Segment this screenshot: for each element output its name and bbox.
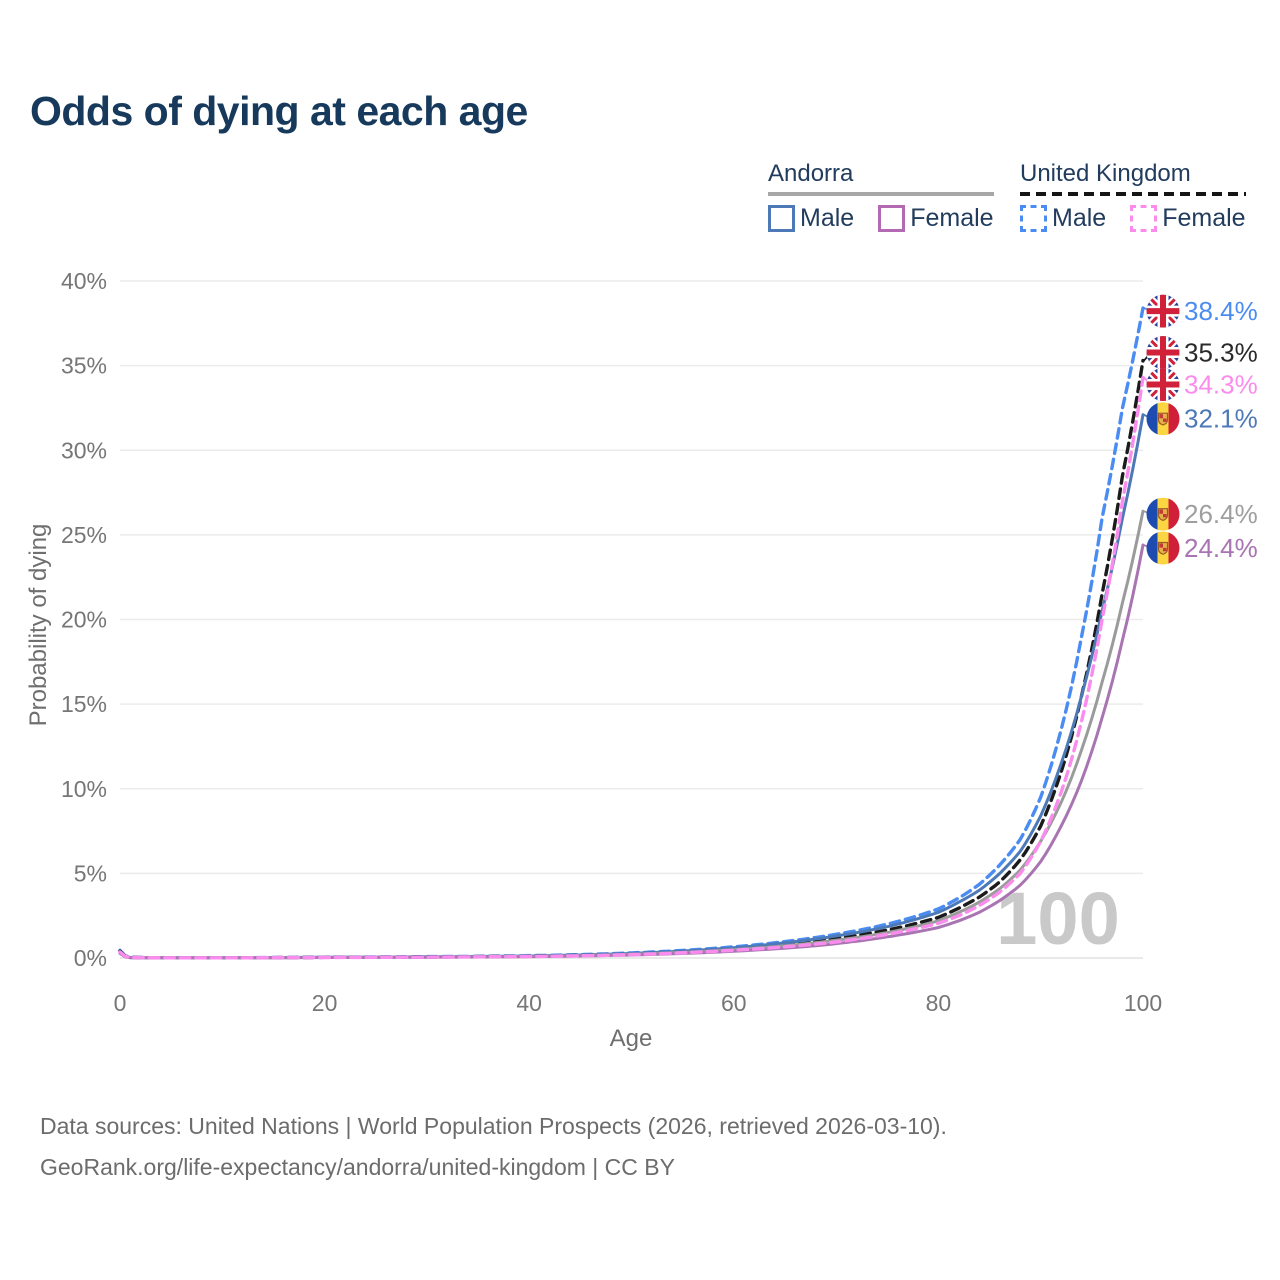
- attribution-line[interactable]: GeoRank.org/life-expectancy/andorra/unit…: [40, 1154, 675, 1180]
- legend-label: Female: [1162, 204, 1246, 232]
- legend-item-andorra-male[interactable]: Male: [768, 204, 854, 233]
- uk-male-swatch: [1020, 205, 1047, 232]
- data-sources-line: Data sources: United Nations | World Pop…: [40, 1113, 947, 1139]
- y-axis-title: Probability of dying: [25, 524, 52, 727]
- page-title: Odds of dying at each age: [30, 88, 528, 134]
- x-tick-label: 20: [312, 990, 338, 1016]
- x-tick-label: 40: [516, 990, 542, 1016]
- y-tick-label: 5%: [74, 860, 107, 886]
- legend-group-united-kingdom: United Kingdom Male Female: [1020, 160, 1246, 233]
- legend-label: Male: [1052, 204, 1107, 232]
- y-tick-label: 15%: [61, 691, 107, 717]
- series-layer: [118, 306, 1145, 960]
- andorra-female-swatch: [878, 205, 906, 232]
- y-tick-label: 10%: [61, 776, 107, 802]
- end-value-label-uk-male: 38.4%: [1184, 296, 1258, 326]
- legend-label: Male: [800, 204, 855, 232]
- y-tick-label: 0%: [74, 945, 107, 971]
- uk-female-swatch: [1130, 205, 1158, 232]
- legend-item-uk-male[interactable]: Male: [1020, 204, 1106, 233]
- end-value-label-andorra-male: 32.1%: [1184, 404, 1258, 434]
- uk-flag-icon: [1146, 294, 1180, 328]
- legend-group-andorra: Andorra Male Female: [768, 160, 994, 233]
- legend-header-andorra[interactable]: Andorra: [768, 160, 854, 187]
- y-tick-label: 25%: [61, 522, 107, 548]
- series-line-andorra-total: [118, 509, 1145, 960]
- series-line-uk-male: [118, 306, 1145, 960]
- andorra-flag-icon: [1146, 402, 1180, 436]
- x-tick-label: 60: [721, 990, 747, 1016]
- andorra-line-swatch: [768, 192, 994, 196]
- legend-label: Female: [910, 204, 994, 232]
- legend-header-united-kingdom[interactable]: United Kingdom: [1020, 160, 1191, 187]
- series-line-uk-female: [118, 375, 1145, 960]
- x-axis-title: Age: [610, 1025, 653, 1052]
- legend-item-andorra-female[interactable]: Female: [878, 204, 994, 233]
- y-tick-label: 30%: [61, 437, 107, 463]
- end-value-label-andorra-female: 24.4%: [1184, 533, 1258, 563]
- x-tick-label: 0: [114, 990, 127, 1016]
- x-tick-label: 100: [1124, 990, 1162, 1016]
- x-tick-label: 80: [926, 990, 952, 1016]
- grid-layer: [120, 280, 1143, 959]
- footer: Data sources: United Nations | World Pop…: [40, 1106, 947, 1188]
- andorra-male-swatch: [768, 205, 795, 232]
- y-tick-label: 20%: [61, 607, 107, 633]
- uk-flag-icon: [1146, 336, 1180, 370]
- united-kingdom-line-swatch: [1020, 192, 1246, 196]
- andorra-flag-icon: [1146, 531, 1180, 565]
- y-tick-label: 35%: [61, 353, 107, 379]
- end-value-label-uk-female: 34.3%: [1184, 369, 1258, 399]
- end-value-label-uk-total: 35.3%: [1184, 338, 1258, 368]
- uk-flag-icon: [1146, 367, 1180, 401]
- axis-layer: 0% 5% 10% 15% 20% 25% 30% 35% 40% 0 20 40 60 80 100: [61, 268, 1162, 1016]
- age-counter-watermark: 100: [996, 877, 1119, 960]
- y-tick-label: 40%: [61, 268, 107, 294]
- legend-item-uk-female[interactable]: Female: [1130, 204, 1246, 233]
- end-label-layer: 38.4% 35.3% 32.1% 26.4% 24.4% 34.3%: [1143, 294, 1258, 565]
- andorra-flag-icon: [1146, 497, 1180, 531]
- end-value-label-andorra-total: 26.4%: [1184, 499, 1258, 529]
